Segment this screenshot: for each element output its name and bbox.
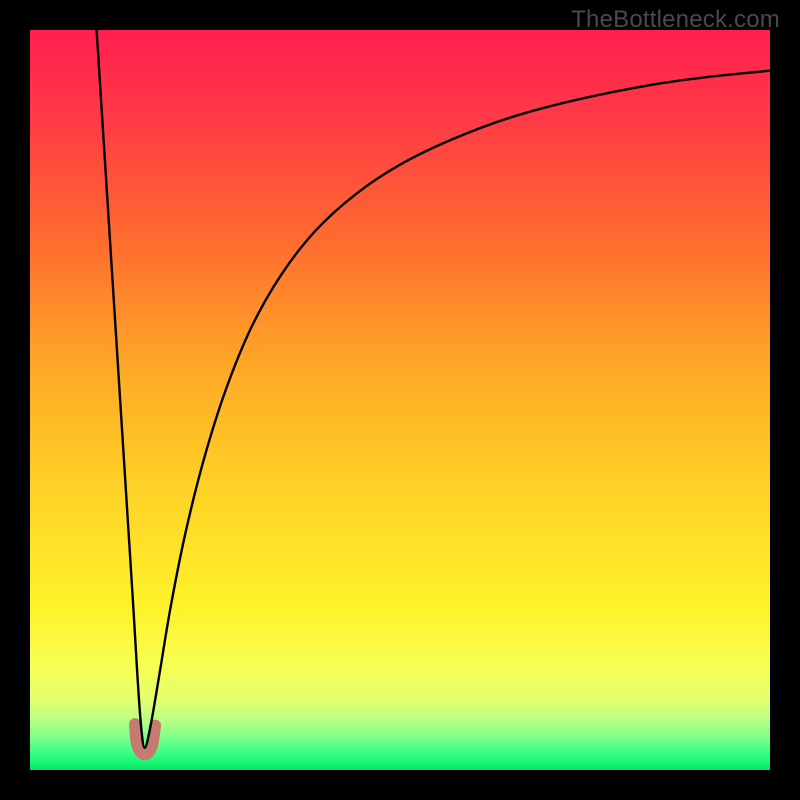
watermark-text: TheBottleneck.com [571, 6, 780, 34]
plot-canvas [30, 30, 770, 770]
plot-frame [30, 30, 770, 770]
chart-stage: TheBottleneck.com [0, 0, 800, 800]
